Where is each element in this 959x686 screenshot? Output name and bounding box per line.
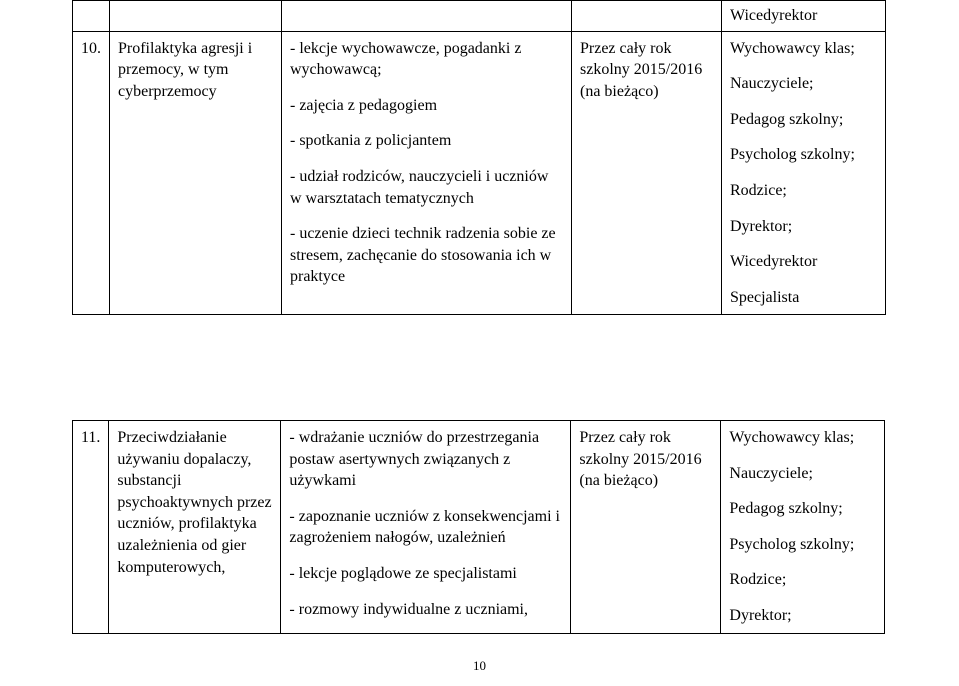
activity-item: - lekcje wychowawcze, pogadanki z wychow… [290,38,563,81]
table-lower: 11. Przeciwdziałanie używaniu dopalaczy,… [72,420,885,634]
topic-text: Przeciwdziałanie używaniu dopalaczy, sub… [117,429,271,576]
activity-item: - uczenie dzieci technik radzenia sobie … [290,223,563,288]
activity-item: - rozmowy indywidualne z uczniami, [289,599,562,621]
when-text: Przez cały rok szkolny 2015/2016 (na bie… [579,429,701,489]
activity-item: - zajęcia z pedagogiem [290,95,563,117]
text: Wicedyrektor [730,5,877,27]
cell-act-stub [282,1,572,32]
who-item: Psycholog szkolny; [729,534,876,556]
page-number: 10 [0,658,959,674]
topic-text: Profilaktyka agresji i przemocy, w tym c… [118,40,252,100]
who-item: Wychowawcy klas; [729,427,876,449]
who-item: Wicedyrektor [730,251,877,273]
cell-num: 11. [73,421,109,634]
when-text: Przez cały rok szkolny 2015/2016 (na bie… [580,40,702,100]
who-item: Dyrektor; [729,605,876,627]
who-item: Dyrektor; [730,216,877,238]
table-row: 11. Przeciwdziałanie używaniu dopalaczy,… [73,421,885,634]
activity-item: - wdrażanie uczniów do przestrzegania po… [289,427,562,492]
cell-who: Wychowawcy klas; Nauczyciele; Pedagog sz… [721,421,885,634]
who-item: Rodzice; [730,180,877,202]
cell-activities: - lekcje wychowawcze, pogadanki z wychow… [282,31,572,315]
table-row: 10. Profilaktyka agresji i przemocy, w t… [73,31,886,315]
page: Wicedyrektor 10. Profilaktyka agresji i … [0,0,959,686]
cell-when-stub [572,1,722,32]
cell-activities: - wdrażanie uczniów do przestrzegania po… [281,421,571,634]
row-number: 11. [81,429,100,446]
who-item: Rodzice; [729,569,876,591]
table-row: Wicedyrektor [73,1,886,32]
who-item: Specjalista [730,287,877,309]
cell-topic-stub [110,1,282,32]
cell-who-stub: Wicedyrektor [722,1,886,32]
cell-topic: Profilaktyka agresji i przemocy, w tym c… [110,31,282,315]
cell-who: Wychowawcy klas; Nauczyciele; Pedagog sz… [722,31,886,315]
cell-when: Przez cały rok szkolny 2015/2016 (na bie… [571,421,721,634]
cell-when: Przez cały rok szkolny 2015/2016 (na bie… [572,31,722,315]
activity-item: - udział rodziców, nauczycieli i uczniów… [290,166,563,209]
who-item: Nauczyciele; [730,73,877,95]
cell-num: 10. [73,31,110,315]
row-number: 10. [81,40,101,57]
activity-item: - spotkania z policjantem [290,130,563,152]
table-upper: Wicedyrektor 10. Profilaktyka agresji i … [72,0,886,315]
activity-item: - lekcje poglądowe ze specjalistami [289,563,562,585]
who-item: Nauczyciele; [729,463,876,485]
who-item: Psycholog szkolny; [730,144,877,166]
cell-topic: Przeciwdziałanie używaniu dopalaczy, sub… [109,421,281,634]
who-item: Wychowawcy klas; [730,38,877,60]
cell-num-stub [73,1,110,32]
who-item: Pedagog szkolny; [729,498,876,520]
activity-item: - zapoznanie uczniów z konsekwencjami i … [289,506,562,549]
who-item: Pedagog szkolny; [730,109,877,131]
